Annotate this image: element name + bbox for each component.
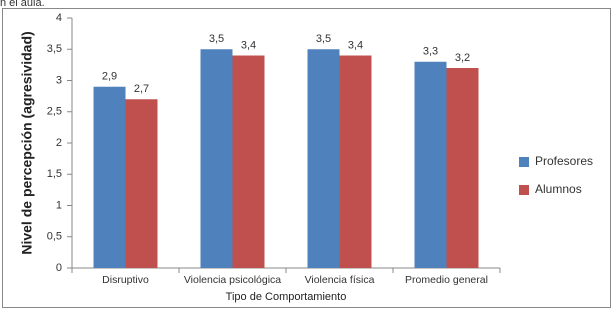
value-label: 3,2	[455, 52, 470, 64]
y-tick-label: 1,5	[47, 168, 62, 180]
value-label: 2,9	[102, 71, 117, 83]
y-tick-label: 2,5	[47, 106, 62, 118]
bar	[93, 86, 126, 268]
bar	[414, 61, 447, 268]
bar	[446, 68, 479, 268]
y-tick-label: 4	[56, 12, 62, 24]
caption-fragment: n el aula.	[0, 0, 45, 9]
value-label: 3,3	[423, 46, 438, 58]
bar	[339, 55, 372, 268]
legend-swatch	[519, 157, 529, 167]
bar	[125, 99, 158, 268]
y-axis-title: Nivel de percepción (agresividad)	[19, 31, 35, 254]
x-axis-title: Tipo de Comportamiento	[226, 291, 347, 303]
y-tick-label: 0,5	[47, 231, 62, 243]
value-label: 3,4	[348, 39, 363, 51]
value-label: 3,5	[316, 33, 331, 45]
value-label: 2,7	[134, 83, 149, 95]
bar	[232, 55, 265, 268]
value-label: 3,4	[241, 39, 256, 51]
bar	[307, 49, 340, 268]
bar	[200, 49, 233, 268]
y-tick-label: 1	[56, 199, 62, 211]
y-tick-label: 3,5	[47, 43, 62, 55]
x-tick-label: Promedio general	[405, 274, 488, 286]
chart-frame	[2, 8, 611, 308]
legend-swatch	[519, 185, 529, 195]
x-tick-label: Violencia psicológica	[184, 274, 281, 286]
y-tick-label: 0	[56, 262, 62, 274]
x-tick-label: Violencia física	[305, 274, 375, 286]
y-tick-label: 3	[56, 74, 62, 86]
legend-label: Alumnos	[535, 182, 582, 196]
y-tick-label: 2	[56, 137, 62, 149]
value-label: 3,5	[209, 33, 224, 45]
x-tick-label: Disruptivo	[102, 274, 149, 286]
legend-label: Profesores	[535, 154, 593, 168]
